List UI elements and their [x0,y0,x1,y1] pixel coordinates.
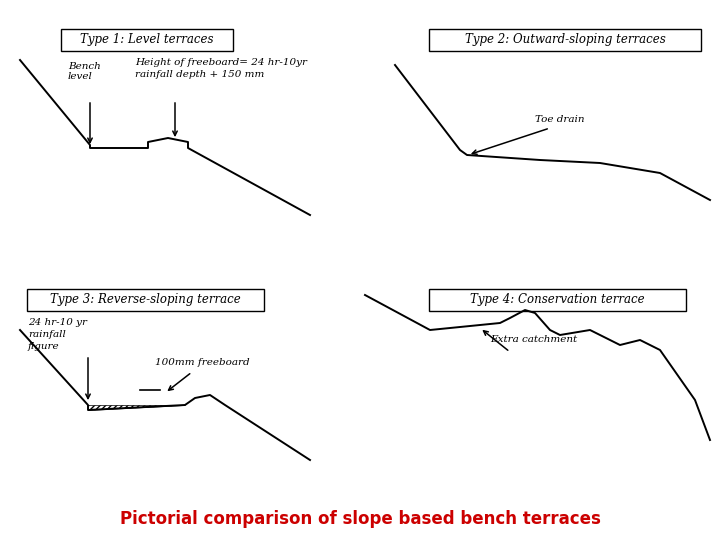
Text: Toe drain: Toe drain [535,115,585,124]
Text: Extra catchment: Extra catchment [490,335,577,344]
Text: Pictorial comparison of slope based bench terraces: Pictorial comparison of slope based benc… [120,510,600,528]
Text: Type 3: Reverse-sloping terrace: Type 3: Reverse-sloping terrace [50,294,241,307]
FancyBboxPatch shape [27,289,264,311]
Text: 100mm freeboard: 100mm freeboard [155,358,250,367]
Text: figure: figure [28,342,60,351]
Text: 24 hr-10 yr: 24 hr-10 yr [28,318,87,327]
Text: Type 1: Level terraces: Type 1: Level terraces [80,33,214,46]
Text: level: level [68,72,93,81]
FancyBboxPatch shape [61,29,233,51]
Text: rainfall: rainfall [28,330,66,339]
Text: Type 2: Outward-sloping terraces: Type 2: Outward-sloping terraces [464,33,665,46]
Text: Type 4: Conservation terrace: Type 4: Conservation terrace [470,294,645,307]
FancyBboxPatch shape [429,289,686,311]
Polygon shape [88,405,185,410]
Text: rainfall depth + 150 mm: rainfall depth + 150 mm [135,70,264,79]
Text: Height of freeboard= 24 hr-10yr: Height of freeboard= 24 hr-10yr [135,58,307,67]
Text: Bench: Bench [68,62,101,71]
FancyBboxPatch shape [429,29,701,51]
